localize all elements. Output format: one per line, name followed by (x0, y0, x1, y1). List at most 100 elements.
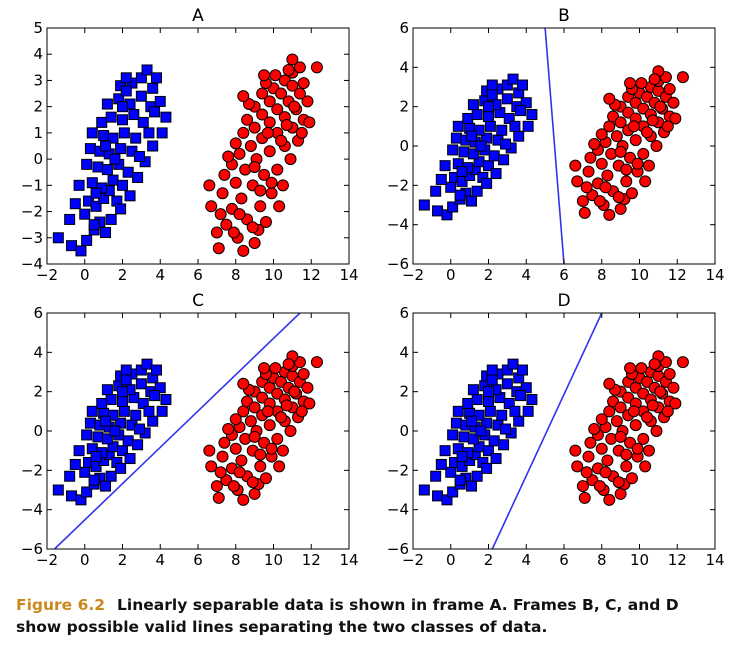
circle-marker (663, 367, 676, 380)
circle-marker (263, 145, 276, 158)
square-marker (137, 397, 149, 409)
x-tick-label: 10 (264, 266, 283, 284)
circle-marker (654, 100, 667, 113)
circle-marker (288, 385, 301, 398)
square-marker (475, 140, 487, 152)
square-marker (109, 425, 121, 437)
circle-marker (280, 399, 293, 412)
circle-marker (233, 147, 246, 160)
circle-marker (571, 460, 584, 473)
square-marker (88, 219, 100, 231)
square-marker (109, 153, 121, 165)
circle-marker (229, 137, 242, 150)
square-marker (75, 245, 87, 257)
square-marker (471, 109, 483, 121)
circle-marker (229, 442, 242, 455)
circle-marker (601, 454, 614, 467)
circle-marker (237, 244, 250, 257)
circle-marker (259, 216, 272, 229)
y-tick-label: −6 (387, 540, 409, 558)
square-marker (130, 132, 142, 144)
circle-marker (663, 82, 676, 95)
circle-marker (578, 491, 591, 504)
square-marker (432, 205, 444, 217)
circle-marker (627, 405, 640, 418)
circle-marker (222, 150, 235, 163)
circle-marker (624, 77, 637, 90)
square-marker (101, 384, 113, 396)
square-marker (473, 409, 485, 421)
circle-marker (254, 184, 267, 197)
separating-line (544, 28, 565, 264)
square-marker (147, 415, 159, 427)
square-marker (79, 466, 91, 478)
circle-marker (614, 430, 627, 443)
square-marker (154, 95, 166, 107)
square-marker (418, 199, 430, 211)
panel-d: D −2 0 2 4 6 8 10 12 14 −6 −4 −2 0 2 4 6 (387, 291, 725, 569)
square-marker (96, 116, 108, 128)
circle-marker (569, 444, 582, 457)
circle-marker (233, 466, 246, 479)
points (52, 53, 323, 257)
circle-marker (244, 415, 257, 428)
square-marker (133, 150, 145, 162)
square-marker (143, 127, 155, 139)
y-tick-label: −2 (387, 176, 409, 194)
circle-marker (612, 476, 625, 489)
square-marker (160, 111, 172, 123)
y-tick-label: 4 (399, 343, 409, 361)
circle-marker (576, 480, 589, 493)
circle-marker (237, 377, 250, 390)
square-marker (454, 474, 466, 486)
circle-marker (222, 423, 235, 436)
square-marker (471, 394, 483, 406)
circle-marker (639, 460, 652, 473)
circle-marker (669, 397, 682, 410)
circle-marker (297, 367, 310, 380)
square-marker (135, 378, 147, 390)
circle-marker (293, 61, 306, 74)
circle-marker (614, 116, 627, 129)
circle-marker (642, 159, 655, 172)
circle-marker (227, 480, 240, 493)
square-marker (466, 415, 478, 427)
y-tick-label: −2 (387, 461, 409, 479)
square-marker (515, 105, 527, 117)
circle-marker (203, 179, 216, 192)
circle-marker (244, 140, 257, 152)
square-marker (441, 494, 453, 506)
square-marker (81, 234, 93, 246)
square-marker (141, 64, 153, 76)
circle-marker (637, 432, 650, 445)
square-marker (66, 490, 78, 502)
y-tick-label: −2 (21, 461, 43, 479)
circle-marker (584, 436, 597, 449)
circle-marker (582, 165, 595, 178)
circle-marker (631, 157, 644, 170)
circle-marker (603, 208, 616, 221)
x-tick-label: −2 (402, 266, 424, 284)
circle-marker (620, 460, 633, 473)
square-marker (481, 417, 493, 429)
y-tick-label: −6 (387, 255, 409, 273)
y-tick-label: 4 (33, 45, 43, 63)
circle-marker (599, 181, 612, 194)
square-marker (520, 382, 532, 394)
square-marker (496, 124, 508, 136)
square-marker (73, 445, 85, 457)
x-tick-label: 8 (231, 266, 241, 284)
x-tick-label: 10 (630, 266, 649, 284)
x-tick-label: 2 (484, 551, 494, 569)
square-marker (115, 417, 127, 429)
circle-marker (637, 147, 650, 160)
circle-marker (248, 401, 261, 414)
circle-marker (282, 358, 295, 371)
x-tick-label: 12 (302, 266, 321, 284)
circle-marker (233, 208, 246, 221)
y-tick-label: 0 (399, 422, 409, 440)
square-marker (488, 150, 500, 162)
circle-marker (576, 195, 589, 208)
x-tick-label: 10 (630, 551, 649, 569)
square-marker (484, 120, 496, 132)
